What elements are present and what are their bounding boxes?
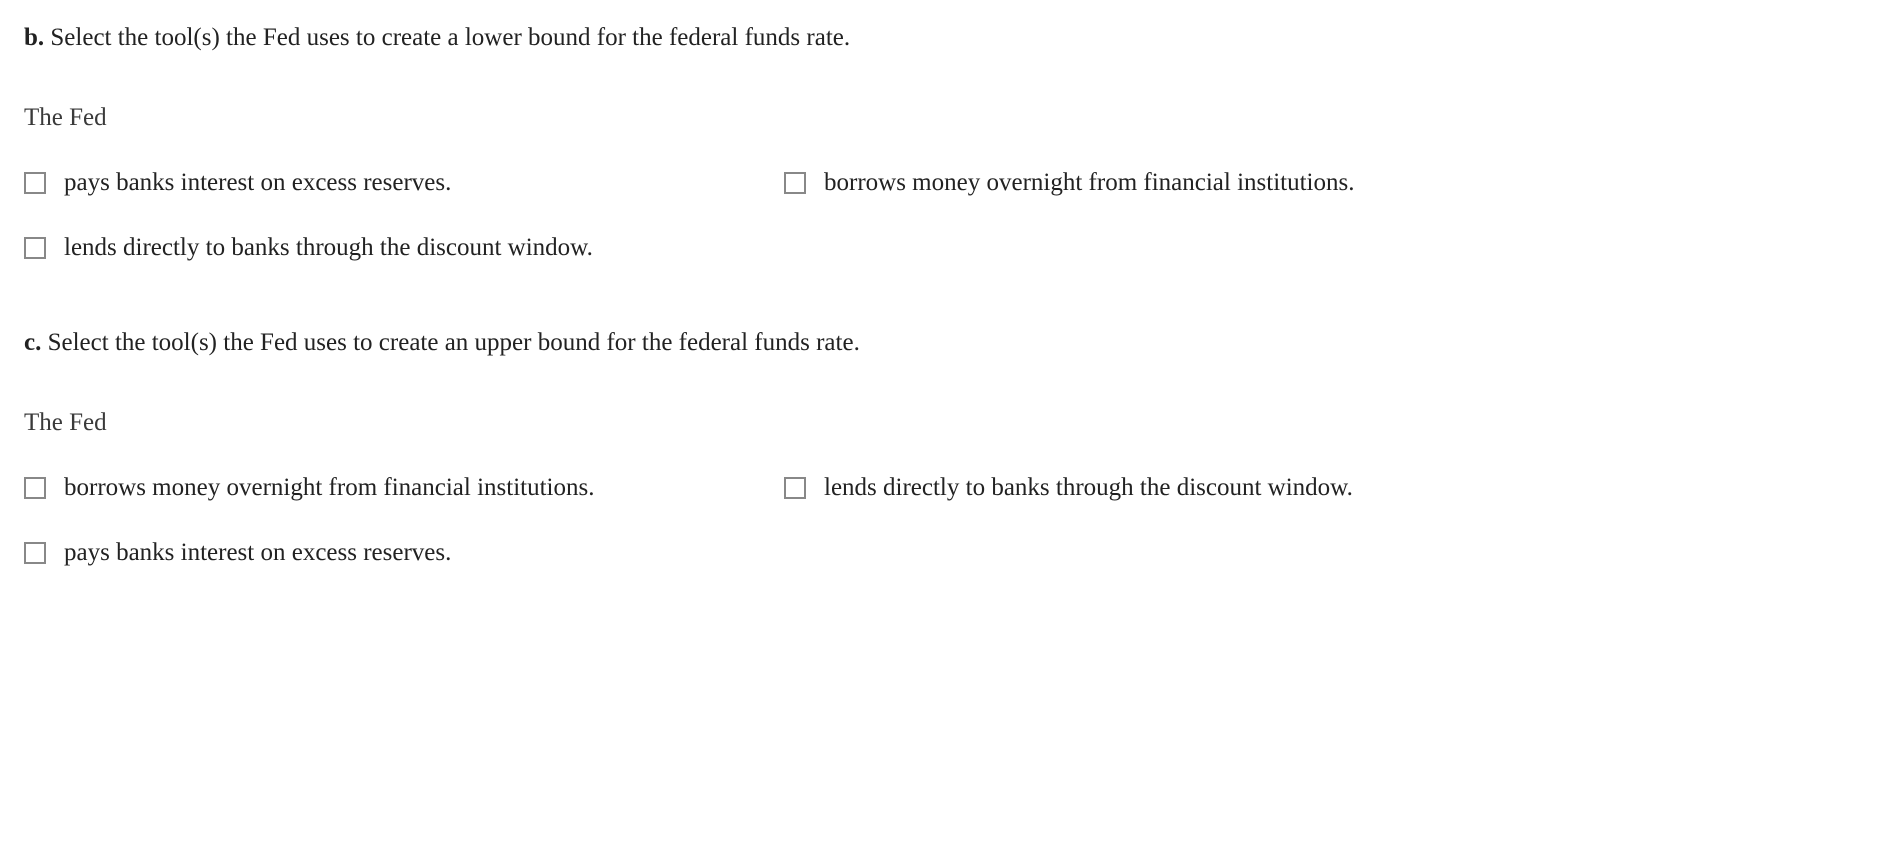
- question-c-option-1: borrows money overnight from financial i…: [24, 470, 784, 505]
- option-label: borrows money overnight from financial i…: [824, 165, 1354, 200]
- checkbox-icon[interactable]: [784, 477, 806, 499]
- checkbox-icon[interactable]: [784, 172, 806, 194]
- option-label: pays banks interest on excess reserves.: [64, 535, 451, 570]
- question-b: b. Select the tool(s) the Fed uses to cr…: [24, 20, 1854, 265]
- question-b-number: b.: [24, 24, 44, 51]
- question-b-prompt: b. Select the tool(s) the Fed uses to cr…: [24, 20, 1854, 55]
- question-c: c. Select the tool(s) the Fed uses to cr…: [24, 325, 1854, 570]
- question-c-option-2: lends directly to banks through the disc…: [784, 470, 1854, 505]
- option-label: pays banks interest on excess reserves.: [64, 165, 451, 200]
- question-b-option-1: pays banks interest on excess reserves.: [24, 165, 784, 200]
- question-c-text: Select the tool(s) the Fed uses to creat…: [48, 329, 860, 356]
- checkbox-icon[interactable]: [24, 542, 46, 564]
- question-b-options: pays banks interest on excess reserves. …: [24, 165, 1854, 265]
- question-b-lead-in: The Fed: [24, 100, 1854, 135]
- question-c-number: c.: [24, 329, 41, 356]
- question-b-option-3: lends directly to banks through the disc…: [24, 230, 784, 265]
- checkbox-icon[interactable]: [24, 237, 46, 259]
- question-c-prompt: c. Select the tool(s) the Fed uses to cr…: [24, 325, 1854, 360]
- option-label: lends directly to banks through the disc…: [64, 230, 593, 265]
- question-b-option-2: borrows money overnight from financial i…: [784, 165, 1854, 200]
- question-c-option-3: pays banks interest on excess reserves.: [24, 535, 784, 570]
- question-c-lead-in: The Fed: [24, 405, 1854, 440]
- question-b-text: Select the tool(s) the Fed uses to creat…: [50, 24, 850, 51]
- option-label: lends directly to banks through the disc…: [824, 470, 1353, 505]
- option-label: borrows money overnight from financial i…: [64, 470, 594, 505]
- question-c-options: borrows money overnight from financial i…: [24, 470, 1854, 570]
- checkbox-icon[interactable]: [24, 172, 46, 194]
- checkbox-icon[interactable]: [24, 477, 46, 499]
